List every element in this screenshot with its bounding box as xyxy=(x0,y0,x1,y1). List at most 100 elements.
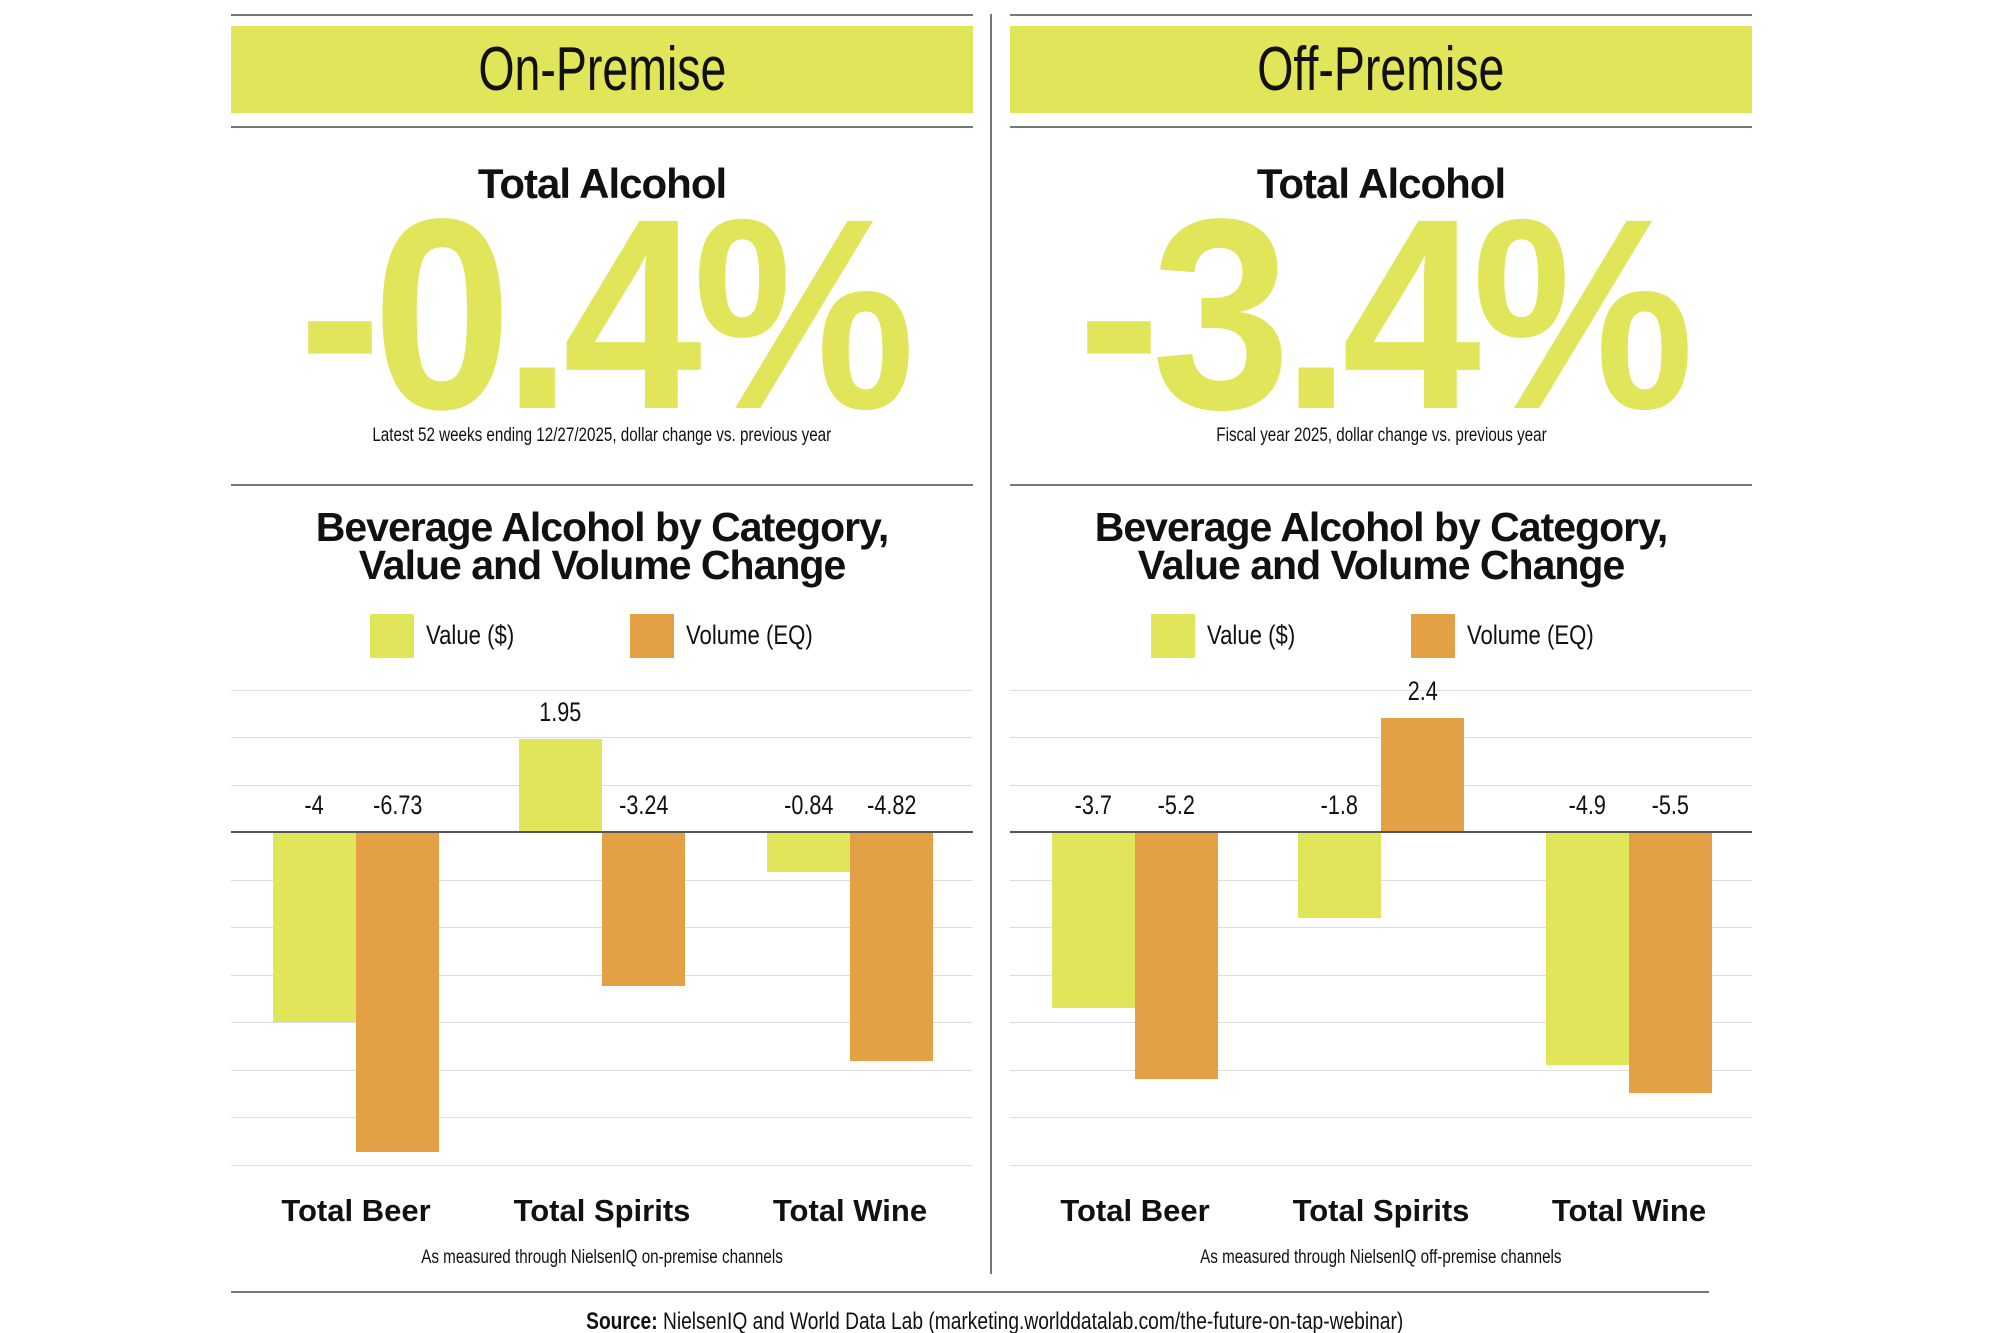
footnote-text: As measured through NielsenIQ off-premis… xyxy=(1200,1247,1562,1268)
data-label: 2.4 xyxy=(1363,676,1483,707)
chart-title-line-1: Beverage Alcohol by Category, xyxy=(315,504,890,550)
data-label-text: -3.24 xyxy=(618,790,669,820)
legend-swatch-value xyxy=(1151,614,1195,658)
data-label-text: -4 xyxy=(304,790,325,820)
data-label: -5.2 xyxy=(1117,790,1237,821)
legend-label-volume: Volume (EQ) xyxy=(686,620,813,650)
data-label-text: -5.5 xyxy=(1651,790,1690,820)
volume-bar xyxy=(602,832,685,986)
category-label: Total Spirits xyxy=(1292,1193,1470,1228)
chart-footnote: As measured through NielsenIQ off-premis… xyxy=(1010,1247,1752,1269)
data-label: -6.73 xyxy=(338,790,458,821)
volume-bar xyxy=(1381,718,1464,832)
data-label-text: -4.9 xyxy=(1568,790,1607,820)
data-label-text: 1.95 xyxy=(539,697,582,728)
data-label-text: -0.84 xyxy=(783,790,834,820)
header-rule-bottom xyxy=(1010,126,1752,128)
section-rule xyxy=(231,484,973,486)
zero-axis-line xyxy=(1010,831,1752,833)
value-bar xyxy=(1298,832,1381,918)
data-label: -1.8 xyxy=(1280,790,1400,821)
chart-title: Beverage Alcohol by Category, Value and V… xyxy=(1010,504,1752,588)
caption-text: Latest 52 weeks ending 12/27/2025, dolla… xyxy=(372,425,832,446)
source-label: Source: xyxy=(586,1308,658,1333)
section-rule xyxy=(1010,484,1752,486)
data-label-text: -6.73 xyxy=(372,790,423,820)
total-alcohol-value-text: -3.4% xyxy=(1077,162,1694,466)
data-label-text: -3.7 xyxy=(1074,790,1113,820)
data-label: -4 xyxy=(255,790,375,821)
value-bar xyxy=(767,832,850,872)
total-alcohol-value: -0.4% xyxy=(231,178,973,450)
legend-swatch-volume xyxy=(630,614,674,658)
panel-divider xyxy=(990,14,992,1274)
gridline xyxy=(231,1117,973,1118)
on-premise-panel: On-Premise Total Alcohol -0.4% Latest 52 we… xyxy=(231,0,973,1290)
legend-swatch-value xyxy=(370,614,414,658)
panel-header: Off-Premise xyxy=(1010,26,1752,113)
data-label: -3.24 xyxy=(584,790,704,821)
value-bar xyxy=(1546,832,1629,1065)
total-alcohol-value: -3.4% xyxy=(1010,178,1752,450)
chart-footnote: As measured through NielsenIQ on-premise… xyxy=(231,1247,973,1269)
legend-swatch-volume xyxy=(1411,614,1455,658)
value-bar xyxy=(1052,832,1135,1008)
legend-label-volume: Volume (EQ) xyxy=(1467,620,1594,650)
bottom-rule xyxy=(231,1291,1709,1293)
chart-title-line-2: Value and Volume Change xyxy=(1137,542,1626,588)
legend-label-value: Value ($) xyxy=(1207,620,1296,650)
data-label: -5.5 xyxy=(1611,790,1731,821)
category-label: Total Wine xyxy=(1551,1193,1707,1228)
header-rule-bottom xyxy=(231,126,973,128)
category-label: Total Spirits xyxy=(513,1193,691,1228)
gridline xyxy=(231,1022,973,1023)
data-label-text: -1.8 xyxy=(1320,790,1359,820)
gridline xyxy=(231,784,973,786)
gridline xyxy=(231,1164,973,1166)
data-label-text: 2.4 xyxy=(1407,676,1438,706)
footnote-text: As measured through NielsenIQ on-premise… xyxy=(421,1247,783,1268)
top-rule-left xyxy=(231,14,973,16)
volume-bar xyxy=(356,832,439,1152)
gridline xyxy=(1010,927,1752,928)
category-label: Total Beer xyxy=(1060,1193,1210,1228)
off-premise-panel: Off-Premise Total Alcohol -3.4% Fiscal year… xyxy=(1010,0,1752,1290)
gridline xyxy=(1010,974,1752,976)
source-text: NielsenIQ and World Data Lab (marketing.… xyxy=(657,1308,1404,1333)
category-label: Total Wine xyxy=(772,1193,928,1228)
panel-header: On-Premise xyxy=(231,26,973,113)
total-alcohol-label: Total Alcohol xyxy=(1256,160,1506,207)
data-label-text: -5.2 xyxy=(1157,790,1196,820)
gridline xyxy=(1010,1022,1752,1023)
gridline xyxy=(1010,1164,1752,1166)
value-bar xyxy=(273,832,356,1022)
gridline xyxy=(1010,689,1752,691)
data-label: 1.95 xyxy=(501,697,621,728)
zero-axis-line xyxy=(231,831,973,833)
gridline xyxy=(231,737,973,738)
data-label: -0.84 xyxy=(749,790,869,821)
volume-bar xyxy=(850,832,933,1061)
data-label: -4.82 xyxy=(832,790,952,821)
total-alcohol-value-text: -0.4% xyxy=(298,162,915,466)
total-alcohol-label: Total Alcohol xyxy=(477,160,727,207)
data-label: -4.9 xyxy=(1528,790,1648,821)
volume-bar xyxy=(1629,832,1712,1094)
value-bar xyxy=(519,739,602,832)
category-label: Total Beer xyxy=(281,1193,431,1228)
chart-title: Beverage Alcohol by Category, Value and V… xyxy=(231,504,973,586)
top-rule-right xyxy=(1010,14,1752,16)
volume-bar xyxy=(1135,832,1218,1079)
gridline xyxy=(231,689,973,691)
gridline xyxy=(231,1069,973,1071)
legend-label-value: Value ($) xyxy=(426,620,515,650)
source-line: Source: NielsenIQ and World Data Lab (ma… xyxy=(0,1308,1990,1333)
data-label: -3.7 xyxy=(1034,790,1154,821)
chart-title-line-1: Beverage Alcohol by Category, xyxy=(1094,504,1669,550)
total-alcohol-caption: Fiscal year 2025, dollar change vs. prev… xyxy=(1010,425,1752,447)
data-label-text: -4.82 xyxy=(866,790,917,820)
gridline xyxy=(1010,1069,1752,1071)
gridline xyxy=(1010,1117,1752,1118)
total-alcohol-caption: Latest 52 weeks ending 12/27/2025, dolla… xyxy=(231,425,973,447)
